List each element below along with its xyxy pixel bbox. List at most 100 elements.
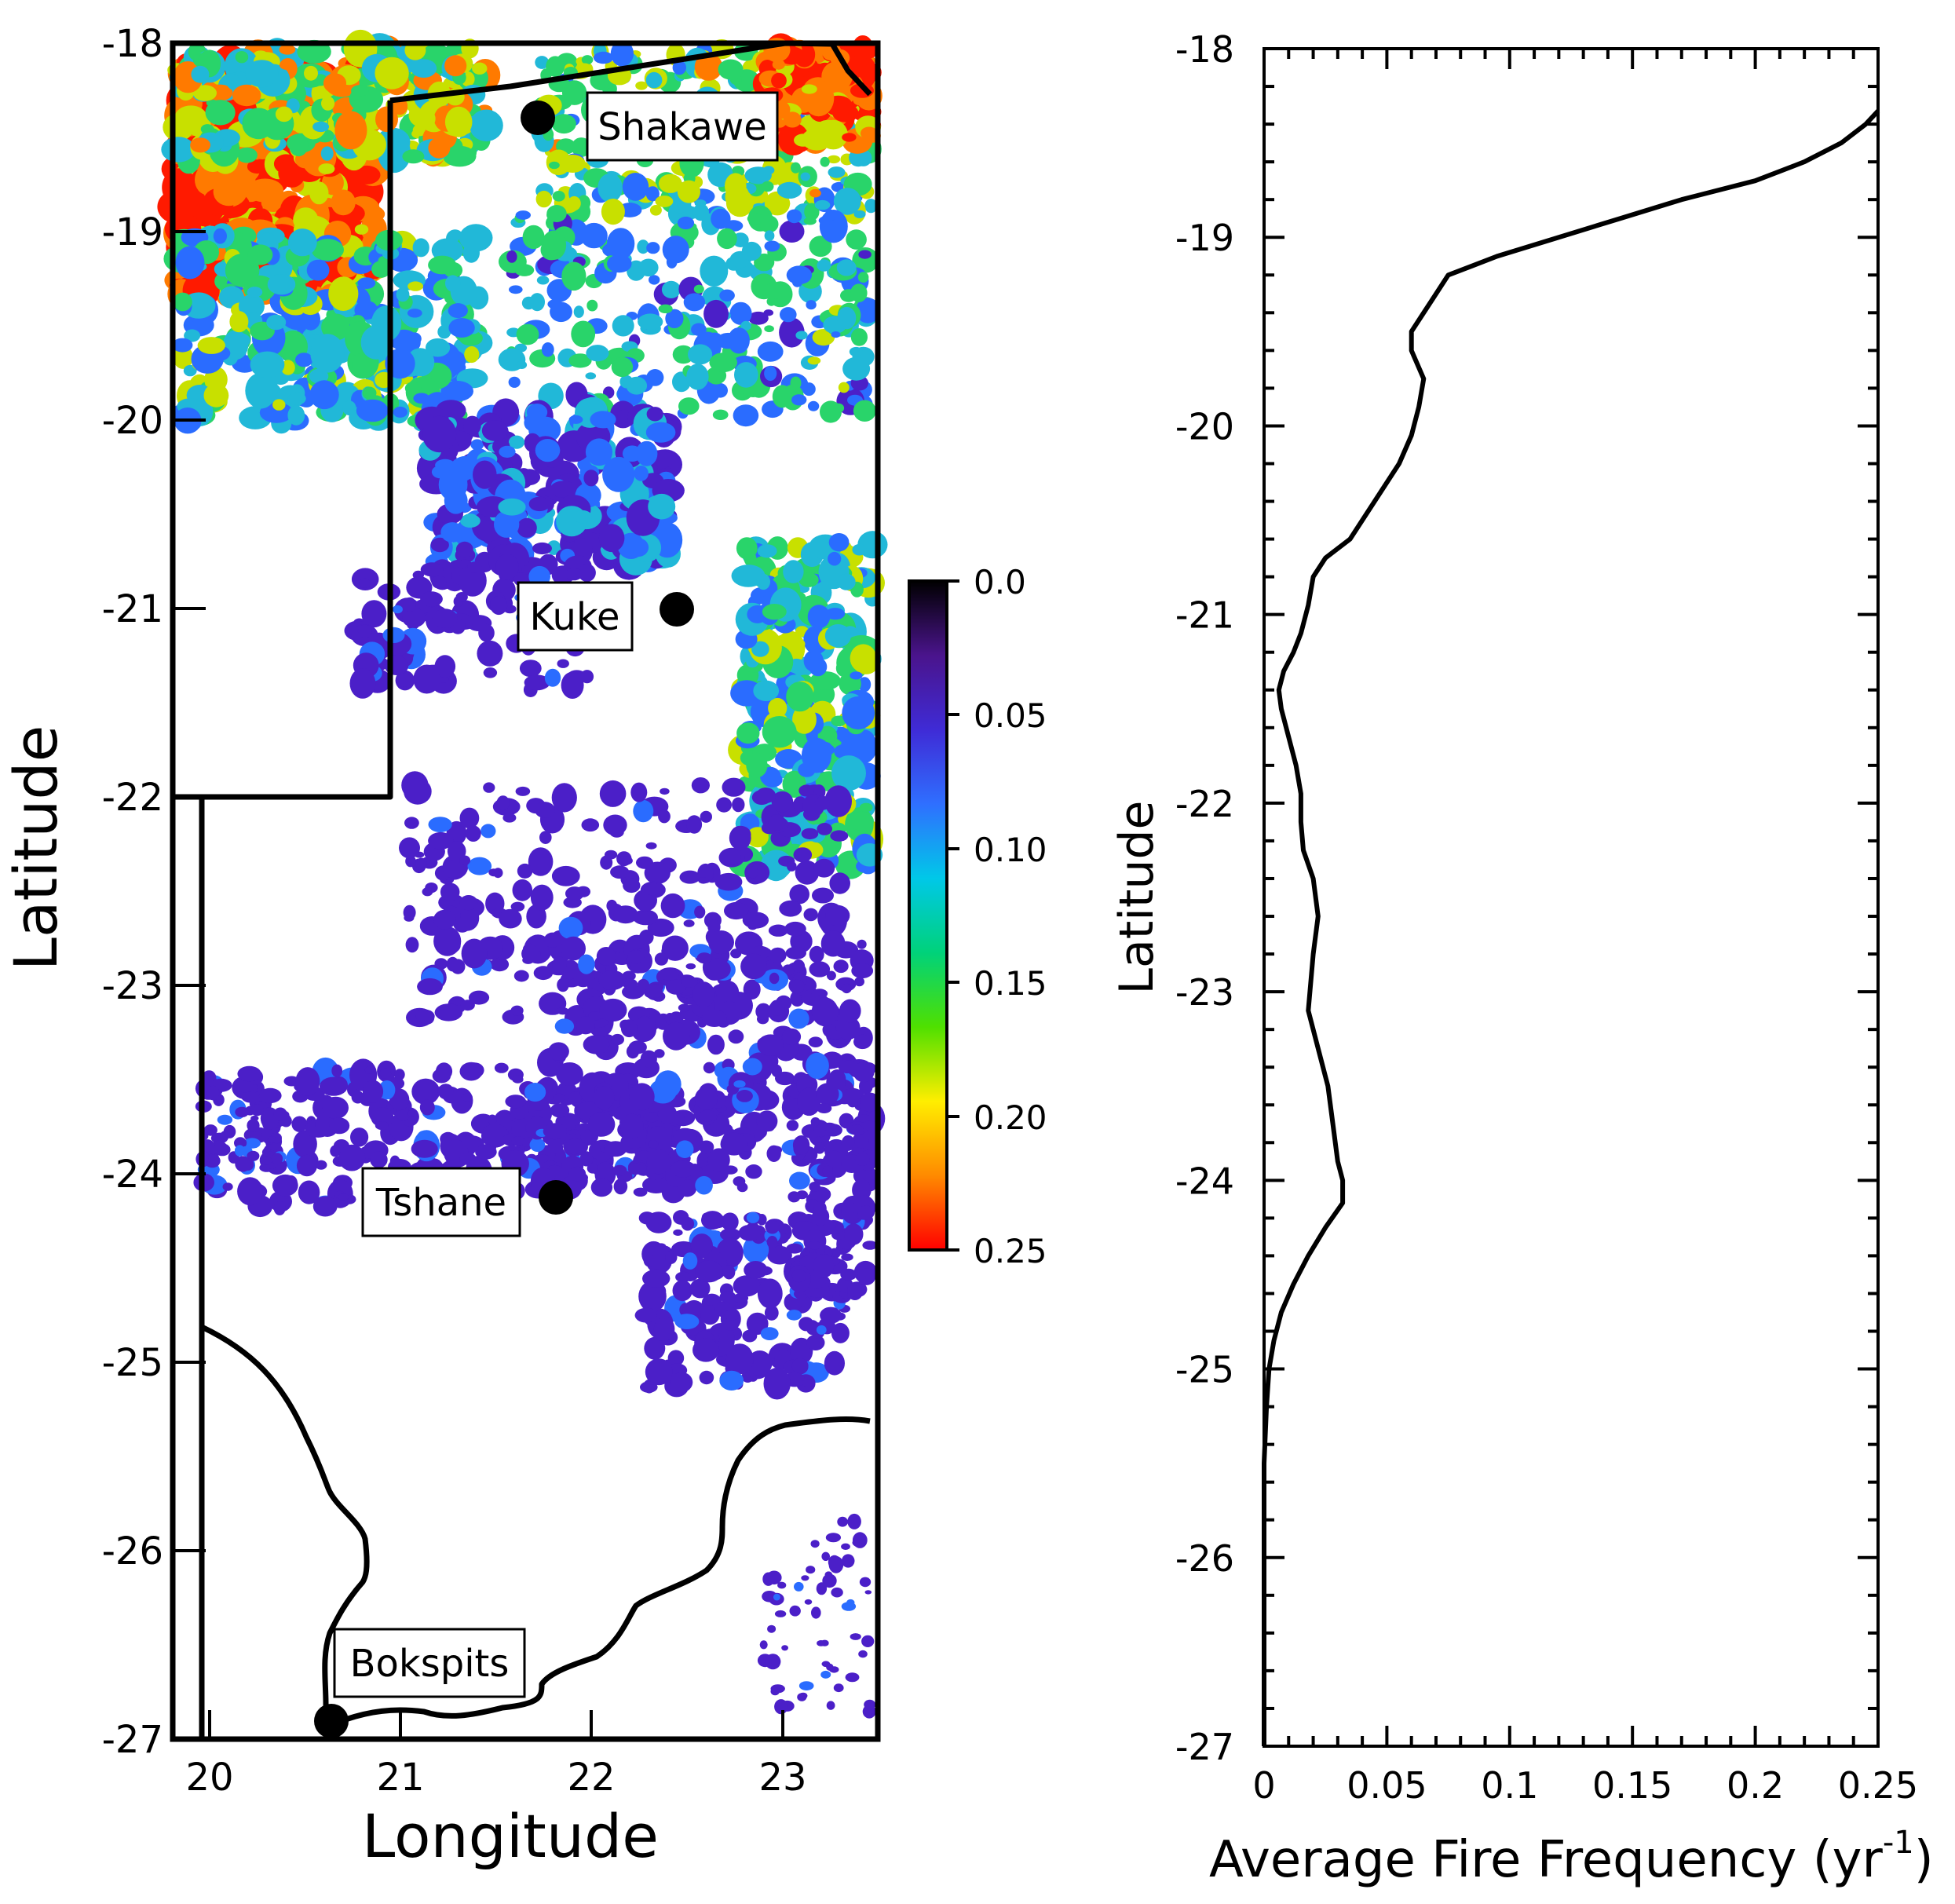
fire-patch	[354, 224, 369, 235]
fire-patch	[577, 63, 592, 73]
fire-patch	[530, 884, 554, 911]
fire-patch	[513, 970, 529, 982]
fire-patch	[787, 861, 797, 872]
fire-patch	[243, 1138, 261, 1149]
fire-patch	[733, 1275, 761, 1297]
fire-patch	[247, 178, 284, 203]
fire-patch	[536, 276, 550, 285]
fire-patch	[422, 887, 433, 897]
fire-patch	[554, 1018, 575, 1034]
fire-patches-layer	[157, 29, 888, 1719]
fire-frequency-map: 20 21 22 23 -18 -19 -20 -21 -22 -23 -24 …	[1, 22, 1047, 1871]
profile-y-tick-labels: -18 -19 -20 -21 -22 -23 -24 -25 -26 -27	[1175, 28, 1234, 1768]
fire-patch	[232, 84, 261, 107]
fire-patch	[746, 827, 769, 848]
fire-patch	[862, 1241, 878, 1250]
fire-patch	[729, 825, 751, 850]
fire-patch	[470, 109, 503, 142]
fire-patch	[831, 715, 846, 727]
map-x-ticks	[208, 1710, 784, 1739]
fire-patch	[859, 802, 873, 813]
border-namibia-north	[173, 100, 393, 800]
fire-patch	[820, 156, 830, 167]
fire-patch	[379, 1068, 392, 1079]
fire-patch	[291, 1116, 308, 1132]
fire-patch	[864, 1590, 872, 1595]
fire-patch	[792, 959, 806, 973]
fire-patch	[549, 161, 560, 170]
fire-patch	[840, 737, 868, 756]
fire-patch	[459, 895, 478, 911]
fire-patch	[402, 608, 426, 628]
fire-patch	[694, 53, 723, 81]
fire-patch	[847, 1513, 861, 1529]
map-y-tick-22: -22	[102, 776, 163, 820]
fire-patch	[455, 541, 473, 558]
fire-patch	[306, 259, 330, 281]
profile-y-tick-label: -22	[1175, 783, 1234, 825]
fire-patch	[762, 772, 783, 788]
fire-patch	[193, 85, 217, 101]
fire-patch	[623, 878, 641, 894]
fire-patch	[781, 1028, 802, 1046]
fire-patch	[175, 246, 205, 280]
profile-x-tick-labels: 0 0.05 0.1 0.15 0.2 0.25	[1252, 1764, 1918, 1807]
fire-patch	[312, 121, 330, 133]
fire-patch	[225, 254, 260, 287]
fire-patch	[708, 930, 734, 955]
fire-patch	[323, 73, 347, 93]
fire-patch	[296, 1154, 317, 1177]
fire-patch	[850, 283, 868, 303]
fire-patch	[606, 899, 618, 912]
fire-patch	[550, 481, 577, 498]
fire-patch	[539, 831, 552, 844]
town-tshane: Tshane	[361, 1167, 573, 1237]
fire-patch	[859, 1078, 873, 1095]
fire-patch	[734, 362, 758, 388]
fire-patch	[535, 56, 550, 69]
fire-patch	[826, 1701, 835, 1710]
fire-patch	[635, 81, 648, 90]
fire-patch	[459, 1153, 477, 1165]
fire-patch	[309, 368, 329, 384]
colorbar-ramp	[908, 579, 948, 1252]
fire-patch	[803, 908, 818, 922]
fire-patch	[777, 181, 802, 199]
fire-patch	[724, 1310, 740, 1321]
fire-patch	[686, 364, 709, 390]
fire-patch	[460, 1000, 475, 1011]
fire-patch	[686, 815, 703, 834]
fire-patch	[319, 1076, 348, 1096]
fire-patch	[543, 932, 561, 948]
fire-patch	[679, 870, 700, 884]
fire-patch	[645, 1126, 672, 1157]
fire-patch	[746, 1312, 769, 1336]
fire-patch	[771, 791, 794, 813]
fire-patch	[692, 1338, 720, 1362]
fire-patch	[733, 1080, 746, 1088]
fire-patch	[837, 1516, 848, 1527]
fire-patch	[638, 1281, 667, 1313]
fire-patch	[722, 849, 741, 865]
fire-patch	[819, 742, 832, 755]
fire-patch	[757, 544, 777, 558]
fire-patch	[645, 186, 660, 202]
fire-patch	[459, 855, 471, 866]
fire-patch	[619, 856, 633, 865]
fire-patch	[825, 1533, 841, 1543]
fire-patch	[841, 1253, 853, 1261]
fire-patch	[396, 287, 410, 302]
fire-patch	[759, 215, 779, 233]
fire-patch	[544, 668, 561, 687]
fire-patch	[236, 147, 258, 163]
fire-patch	[814, 795, 831, 810]
fire-patch	[821, 134, 836, 148]
fire-patch	[455, 592, 468, 602]
fire-patch	[757, 1214, 767, 1226]
fire-patch	[792, 705, 817, 734]
fire-patch	[654, 1049, 665, 1058]
fire-patch	[850, 644, 877, 673]
fire-patch	[828, 533, 850, 552]
fire-patch	[320, 146, 334, 161]
fire-patch	[642, 1269, 671, 1288]
